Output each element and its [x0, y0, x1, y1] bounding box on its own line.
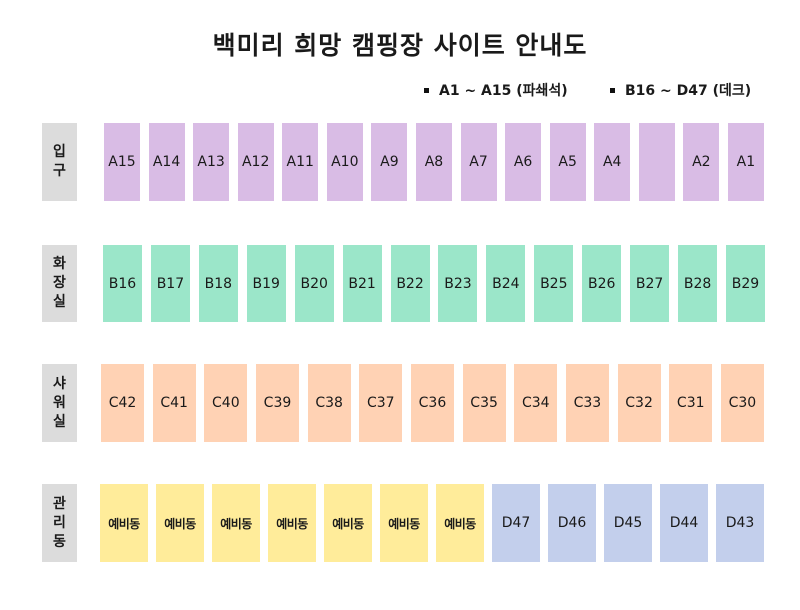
site-c40[interactable]: C40	[204, 364, 248, 442]
site-a8[interactable]: A8	[415, 123, 452, 201]
site-row-d: 예비동 예비동 예비동 예비동 예비동 예비동 예비동 D47 D46 D45 …	[100, 484, 764, 562]
label-char: 화	[53, 256, 66, 272]
site-c32[interactable]: C32	[617, 364, 661, 442]
site-a7[interactable]: A7	[460, 123, 497, 201]
site-b22[interactable]: B22	[390, 245, 430, 322]
bullet-icon	[610, 87, 615, 93]
bullet-icon	[424, 87, 429, 93]
site-a2[interactable]: A2	[683, 123, 720, 201]
site-b24[interactable]: B24	[486, 245, 526, 322]
label-char: 동	[53, 533, 66, 550]
row-label-restroom: 화 장 실	[42, 245, 77, 322]
site-row-c: C42 C41 C40 C39 C38 C37 C36 C35 C34 C33 …	[101, 364, 764, 442]
label-char: 워	[53, 394, 66, 411]
site-a14[interactable]: A14	[148, 123, 185, 201]
site-b21[interactable]: B21	[342, 245, 382, 322]
site-c36[interactable]: C36	[410, 364, 454, 442]
row-label-entrance: 입 구	[42, 123, 77, 201]
site-a12[interactable]: A12	[237, 123, 274, 201]
site-a4[interactable]: A4	[594, 123, 631, 201]
site-c30[interactable]: C30	[720, 364, 764, 442]
site-b18[interactable]: B18	[198, 245, 238, 322]
site-c31[interactable]: C31	[669, 364, 713, 442]
site-b26[interactable]: B26	[582, 245, 622, 322]
page-title: 백미리 희망 캠핑장 사이트 안내도	[212, 31, 588, 60]
row-label-shower: 샤 워 실	[42, 364, 77, 442]
site-a9[interactable]: A9	[371, 123, 408, 201]
site-b25[interactable]: B25	[534, 245, 574, 322]
site-row-b: B16 B17 B18 B19 B20 B21 B22 B23 B24 B25 …	[103, 245, 765, 322]
legend-deck: B16 ~ D47 (데크)	[610, 80, 751, 100]
site-spare-4[interactable]: 예비동	[268, 484, 316, 562]
label-char: 구	[53, 163, 66, 179]
label-char: 실	[53, 413, 66, 430]
site-a6[interactable]: A6	[505, 123, 542, 201]
label-char: 입	[53, 144, 66, 160]
site-a11[interactable]: A11	[282, 123, 319, 201]
site-c42[interactable]: C42	[101, 364, 144, 442]
site-b16[interactable]: B16	[103, 245, 142, 322]
site-b27[interactable]: B27	[630, 245, 670, 322]
legend-gravel: A1 ~ A15 (파쇄석)	[424, 80, 568, 100]
site-d47[interactable]: D47	[492, 484, 540, 562]
label-char: 실	[53, 294, 66, 310]
site-b17[interactable]: B17	[150, 245, 190, 322]
site-spare-6[interactable]: 예비동	[380, 484, 428, 562]
legend-deck-label: B16 ~ D47 (데크)	[625, 83, 752, 99]
site-a10[interactable]: A10	[326, 123, 363, 201]
site-d44[interactable]: D44	[660, 484, 708, 562]
site-c38[interactable]: C38	[307, 364, 351, 442]
site-spare-5[interactable]: 예비동	[324, 484, 372, 562]
label-char: 샤	[53, 375, 66, 392]
site-a13[interactable]: A13	[193, 123, 230, 201]
site-c33[interactable]: C33	[565, 364, 609, 442]
label-char: 관	[53, 495, 66, 512]
site-a3-unlabeled[interactable]	[638, 123, 675, 201]
site-c41[interactable]: C41	[152, 364, 196, 442]
site-d46[interactable]: D46	[548, 484, 596, 562]
site-row-a: A15 A14 A13 A12 A11 A10 A9 A8 A7 A6 A5 A…	[104, 123, 764, 201]
label-char: 장	[53, 275, 66, 291]
site-a15[interactable]: A15	[104, 123, 140, 201]
site-a5[interactable]: A5	[549, 123, 586, 201]
row-label-office: 관 리 동	[42, 484, 77, 562]
site-b29[interactable]: B29	[725, 245, 765, 322]
site-spare-2[interactable]: 예비동	[156, 484, 204, 562]
site-spare-3[interactable]: 예비동	[212, 484, 260, 562]
site-c39[interactable]: C39	[255, 364, 299, 442]
site-c37[interactable]: C37	[359, 364, 403, 442]
site-a1[interactable]: A1	[727, 123, 764, 201]
site-spare-1[interactable]: 예비동	[100, 484, 148, 562]
site-c34[interactable]: C34	[514, 364, 558, 442]
site-b23[interactable]: B23	[438, 245, 478, 322]
site-b19[interactable]: B19	[246, 245, 286, 322]
site-b28[interactable]: B28	[678, 245, 718, 322]
site-spare-7[interactable]: 예비동	[436, 484, 484, 562]
site-d43[interactable]: D43	[716, 484, 764, 562]
legend-gravel-label: A1 ~ A15 (파쇄석)	[439, 83, 568, 99]
site-c35[interactable]: C35	[462, 364, 506, 442]
site-d45[interactable]: D45	[604, 484, 652, 562]
site-b20[interactable]: B20	[294, 245, 334, 322]
label-char: 리	[53, 514, 66, 531]
